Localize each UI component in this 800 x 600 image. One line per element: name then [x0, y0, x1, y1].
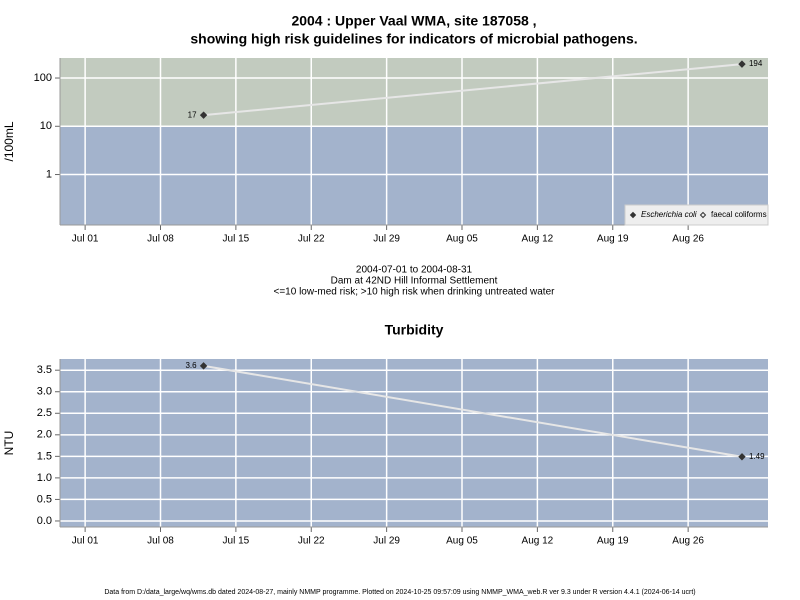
data-label: 194 [749, 59, 763, 68]
footer: Data from D:/data_large/wq/wms.db dated … [104, 589, 695, 596]
x-tick-label: Jul 15 [223, 234, 250, 245]
x-tick-label: Jul 15 [223, 536, 250, 547]
x-tick-label: Aug 12 [522, 234, 554, 245]
note: Dam at 42ND Hill Informal Settlement [331, 276, 498, 287]
note: <=10 low-med risk; >10 high risk when dr… [274, 287, 556, 298]
x-tick-label: Aug 26 [672, 536, 704, 547]
legend-marker [629, 211, 637, 219]
y-tick-label: 0.0 [37, 515, 52, 527]
high-risk-zone [60, 58, 768, 127]
data-point [738, 453, 746, 461]
data-label: 17 [188, 110, 197, 119]
x-tick-label: Jul 01 [72, 234, 99, 245]
chart-title: 2004 : Upper Vaal WMA, site 187058 , [291, 13, 536, 29]
x-tick-label: Jul 29 [373, 234, 400, 245]
x-tick-label: Aug 19 [597, 234, 629, 245]
x-tick-label: Jul 08 [147, 234, 174, 245]
legend-marker [699, 211, 707, 219]
x-tick-label: Aug 12 [522, 536, 554, 547]
y-tick-label: 3.0 [37, 386, 52, 398]
y-tick-label: 100 [34, 72, 52, 84]
x-tick-label: Jul 22 [298, 536, 325, 547]
x-tick-label: Aug 26 [672, 234, 704, 245]
data-line [203, 364, 743, 458]
x-tick-label: Jul 01 [72, 536, 99, 547]
x-tick-label: Jul 08 [147, 536, 174, 547]
y-axis-label: NTU [2, 431, 16, 456]
y-tick-label: 3.5 [37, 364, 52, 376]
data-label: 1.49 [749, 452, 765, 461]
data-line [203, 63, 743, 117]
x-tick-label: Aug 05 [446, 536, 478, 547]
y-axis-label: /100mL [2, 121, 16, 161]
y-tick-label: 2.0 [37, 429, 52, 441]
legend-label: faecal coliforms [711, 210, 767, 219]
x-tick-label: Aug 19 [597, 536, 629, 547]
y-tick-label: 10 [40, 120, 52, 132]
note: 2004-07-01 to 2004-08-31 [356, 265, 473, 276]
data-point [199, 111, 208, 119]
data-label: 3.6 [185, 361, 197, 370]
y-tick-label: 1.5 [37, 450, 52, 462]
x-tick-label: Aug 05 [446, 234, 478, 245]
data-point [199, 362, 208, 370]
y-tick-label: 1.0 [37, 472, 52, 484]
chart-title: Turbidity [385, 322, 444, 338]
chart-title: showing high risk guidelines for indicat… [190, 31, 637, 47]
y-tick-label: 1 [46, 168, 52, 180]
data-point [738, 60, 746, 68]
y-tick-label: 0.5 [37, 493, 52, 505]
x-tick-label: Jul 29 [373, 536, 400, 547]
y-tick-label: 2.5 [37, 407, 52, 419]
legend-label: Escherichia coli [641, 210, 697, 219]
legend-box [624, 204, 769, 226]
x-tick-label: Jul 22 [298, 234, 325, 245]
